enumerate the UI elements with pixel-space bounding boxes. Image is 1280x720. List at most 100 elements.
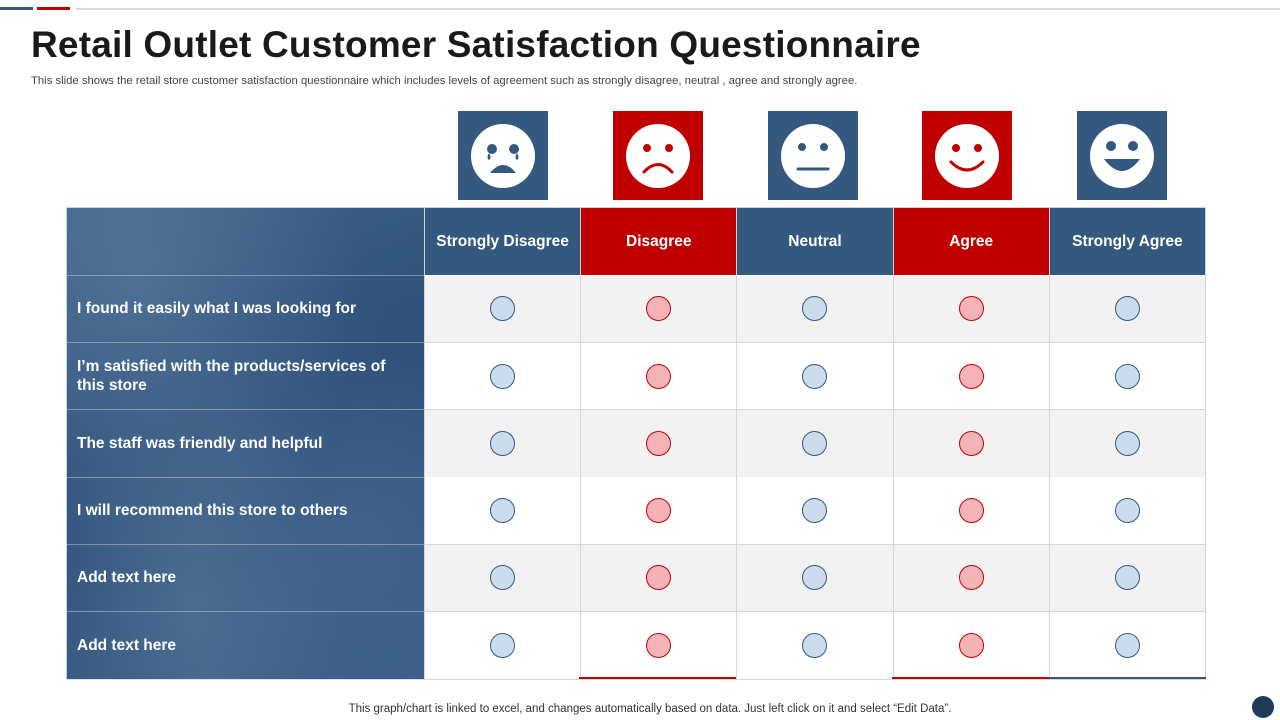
radio-strongly-agree[interactable]	[1114, 363, 1140, 389]
radio-disagree[interactable]	[646, 498, 672, 524]
questionnaire-table: Strongly Disagree Disagree Neutral Agree…	[66, 207, 1206, 680]
sad-face-icon	[626, 123, 690, 188]
smiling-face-icon	[935, 123, 999, 188]
radio-strongly-disagree[interactable]	[490, 632, 516, 658]
radio-strongly-agree[interactable]	[1114, 296, 1140, 322]
answer-cell-agree	[892, 477, 1049, 545]
header-row: Strongly Disagree Disagree Neutral Agree…	[67, 208, 1205, 276]
radio-strongly-disagree[interactable]	[490, 296, 516, 322]
table-row: Add text here	[67, 544, 1205, 613]
radio-disagree[interactable]	[646, 296, 672, 322]
answer-cell-disagree	[580, 477, 737, 545]
column-header-agree: Agree	[892, 208, 1049, 275]
face-box-disagree	[613, 111, 703, 200]
answer-cell-disagree	[580, 275, 737, 343]
agree-bottom-accent	[892, 677, 1049, 679]
answer-cell-neutral	[736, 544, 893, 613]
answer-cell-disagree	[580, 410, 737, 478]
crying-face-icon	[471, 123, 535, 188]
answer-cell-disagree	[580, 342, 737, 411]
answer-cell-agree	[892, 410, 1049, 478]
radio-neutral[interactable]	[802, 632, 828, 658]
radio-agree[interactable]	[958, 632, 984, 658]
table-row: The staff was friendly and helpful	[67, 410, 1205, 478]
answer-cell-strongly-agree	[1048, 612, 1205, 680]
radio-neutral[interactable]	[802, 430, 828, 456]
answer-cell-strongly-disagree	[424, 544, 581, 613]
radio-agree[interactable]	[958, 498, 984, 524]
question-label: Add text here	[67, 612, 424, 680]
radio-neutral[interactable]	[802, 296, 828, 322]
radio-neutral[interactable]	[802, 565, 828, 591]
table-row: I will recommend this store to others	[67, 477, 1205, 545]
answer-cell-strongly-agree	[1048, 342, 1205, 411]
answer-cell-strongly-disagree	[424, 410, 581, 478]
radio-strongly-agree[interactable]	[1114, 632, 1140, 658]
answer-cell-agree	[892, 544, 1049, 613]
answer-cell-strongly-agree	[1048, 275, 1205, 343]
answer-cell-neutral	[736, 342, 893, 411]
answer-cell-strongly-agree	[1048, 477, 1205, 545]
question-label: I’m satisfied with the products/services…	[67, 343, 424, 411]
radio-strongly-agree[interactable]	[1114, 565, 1140, 591]
radio-neutral[interactable]	[802, 363, 828, 389]
radio-agree[interactable]	[958, 565, 984, 591]
answer-cell-strongly-agree	[1048, 410, 1205, 478]
answer-cell-agree	[892, 342, 1049, 411]
radio-strongly-agree[interactable]	[1114, 430, 1140, 456]
accent-segment-red	[37, 7, 70, 10]
disagree-bottom-accent	[579, 677, 736, 679]
neutral-face-icon	[781, 123, 845, 188]
page-subtitle: This slide shows the retail store custom…	[31, 75, 858, 87]
answer-cell-disagree	[580, 544, 737, 613]
answer-cell-strongly-agree	[1048, 544, 1205, 613]
header-corner-cell	[67, 208, 424, 276]
answer-cell-strongly-disagree	[424, 275, 581, 343]
radio-agree[interactable]	[958, 296, 984, 322]
page-title: Retail Outlet Customer Satisfaction Ques…	[31, 24, 921, 65]
radio-strongly-agree[interactable]	[1114, 498, 1140, 524]
radio-strongly-disagree[interactable]	[490, 363, 516, 389]
question-label: I found it easily what I was looking for	[67, 276, 424, 343]
grinning-face-icon	[1090, 123, 1154, 188]
answer-cell-agree	[892, 612, 1049, 680]
question-label: Add text here	[67, 545, 424, 613]
accent-segment-blue	[0, 7, 33, 10]
face-box-agree	[922, 111, 1012, 200]
table-row: I’m satisfied with the products/services…	[67, 342, 1205, 411]
top-accent-bar	[0, 7, 1280, 11]
radio-strongly-disagree[interactable]	[490, 498, 516, 524]
answer-cell-strongly-disagree	[424, 477, 581, 545]
radio-agree[interactable]	[958, 363, 984, 389]
accent-segment-gray	[76, 8, 1280, 10]
face-box-neutral	[768, 111, 858, 200]
answer-cell-disagree	[580, 612, 737, 680]
answer-cell-neutral	[736, 275, 893, 343]
radio-disagree[interactable]	[646, 430, 672, 456]
face-box-strongly-disagree	[458, 111, 548, 200]
radio-disagree[interactable]	[646, 565, 672, 591]
radio-agree[interactable]	[958, 430, 984, 456]
answer-cell-strongly-disagree	[424, 612, 581, 680]
question-label: The staff was friendly and helpful	[67, 410, 424, 478]
question-column-background	[67, 208, 424, 679]
radio-disagree[interactable]	[646, 363, 672, 389]
answer-cell-neutral	[736, 477, 893, 545]
answer-cell-neutral	[736, 612, 893, 680]
column-header-neutral: Neutral	[736, 208, 893, 275]
column-header-strongly-disagree: Strongly Disagree	[424, 208, 581, 275]
radio-strongly-disagree[interactable]	[490, 430, 516, 456]
radio-strongly-disagree[interactable]	[490, 565, 516, 591]
column-header-disagree: Disagree	[580, 208, 737, 275]
column-header-strongly-agree: Strongly Agree	[1048, 208, 1205, 275]
answer-cell-neutral	[736, 410, 893, 478]
radio-neutral[interactable]	[802, 498, 828, 524]
table-row: Add text here	[67, 612, 1205, 680]
answer-cell-strongly-disagree	[424, 342, 581, 411]
strongly-agree-bottom-accent	[1049, 677, 1206, 679]
question-label: I will recommend this store to others	[67, 477, 424, 545]
corner-dot	[1252, 696, 1274, 718]
radio-disagree[interactable]	[646, 632, 672, 658]
answer-cell-agree	[892, 275, 1049, 343]
table-row: I found it easily what I was looking for	[67, 275, 1205, 343]
